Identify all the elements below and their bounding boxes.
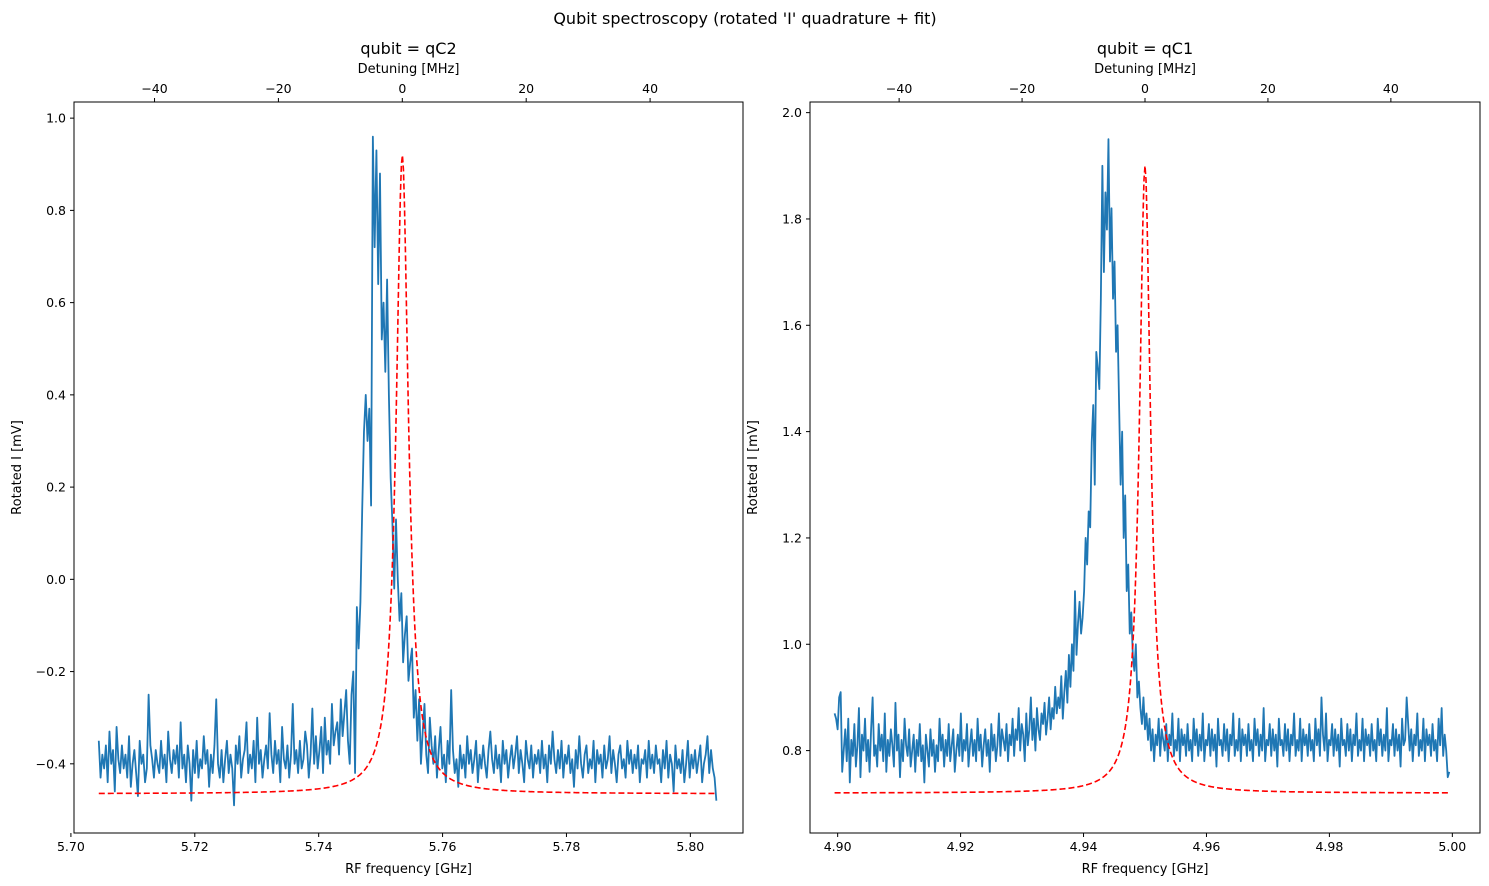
y-tick-label: 0.8	[46, 203, 66, 218]
top-tick-label: 40	[642, 81, 658, 96]
x-tick-label: 4.92	[947, 839, 975, 854]
x-tick-label: 5.70	[57, 839, 85, 854]
y-tick-label: 1.6	[782, 318, 802, 333]
x-tick-label: 4.98	[1315, 839, 1343, 854]
figure-suptitle: Qubit spectroscopy (rotated 'I' quadratu…	[553, 9, 936, 28]
x-tick-label: 4.90	[824, 839, 852, 854]
subplot-qC2: 5.70 5.72 5.74 5.76 5.78 5.80 −0.4 −0.2 0.0 0.2 0.…	[10, 39, 744, 877]
x-tick-label: 5.72	[181, 839, 209, 854]
y-tick-label: 1.8	[782, 211, 802, 226]
top-tick-label: 40	[1383, 81, 1399, 96]
y-tick-label: 2.0	[782, 105, 802, 120]
x-tick-label: 4.96	[1193, 839, 1221, 854]
x-tick-label: 5.80	[676, 839, 704, 854]
y-tick-label: 1.0	[46, 111, 66, 126]
y-tick-label: 0.2	[46, 480, 66, 495]
top-tick-label: 0	[1141, 81, 1149, 96]
measured-data-line	[833, 138, 1451, 784]
y-axis-label: Rotated I [mV]	[746, 420, 761, 515]
y-axis-label: Rotated I [mV]	[10, 420, 25, 515]
fit-curve-line	[834, 165, 1450, 794]
x-tick-label: 5.78	[553, 839, 581, 854]
top-axis-label: Detuning [MHz]	[1094, 62, 1196, 77]
fit-curve-line	[98, 154, 717, 795]
x-axis-label: RF frequency [GHz]	[345, 862, 472, 877]
y-tick-label: 0.0	[46, 572, 66, 587]
top-tick-label: −20	[265, 81, 291, 96]
y-tick-label: 0.6	[46, 295, 66, 310]
top-tick-label: −40	[886, 81, 912, 96]
y-tick-label: 1.2	[782, 530, 802, 545]
x-axis-label: RF frequency [GHz]	[1082, 862, 1209, 877]
y-tick-label: 0.8	[782, 743, 802, 758]
x-tick-label: 5.74	[305, 839, 333, 854]
measured-data-line	[97, 135, 718, 807]
x-tick-label: 5.76	[429, 839, 457, 854]
y-tick-label: 1.4	[782, 424, 802, 439]
x-tick-label: 5.00	[1438, 839, 1466, 854]
top-tick-label: 20	[1260, 81, 1276, 96]
top-axis-label: Detuning [MHz]	[358, 62, 460, 77]
top-tick-label: −40	[141, 81, 167, 96]
y-tick-label: −0.2	[36, 664, 66, 679]
y-tick-label: 1.0	[782, 637, 802, 652]
y-tick-label: 0.4	[46, 387, 66, 402]
subplot-qC1: 4.90 4.92 4.94 4.96 4.98 5.00 0.8 1.0 1.2 1.4 1.6 1…	[746, 39, 1481, 877]
top-tick-label: −20	[1009, 81, 1035, 96]
y-tick-label: −0.4	[36, 756, 66, 771]
top-tick-label: 20	[518, 81, 534, 96]
x-tick-label: 4.94	[1070, 839, 1098, 854]
axes-frame	[73, 101, 744, 834]
subplot-title: qubit = qC2	[360, 39, 456, 58]
subplot-title: qubit = qC1	[1097, 39, 1193, 58]
top-tick-label: 0	[398, 81, 406, 96]
